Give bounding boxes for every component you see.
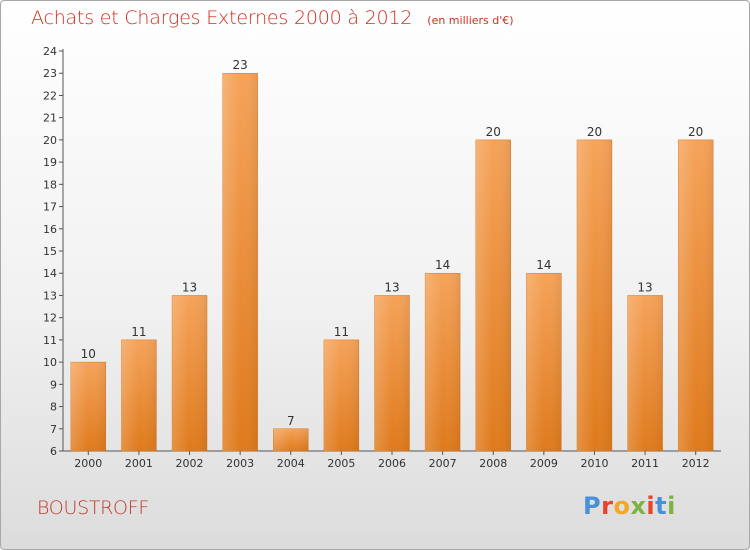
data-label: 7 [287, 414, 295, 428]
y-tick-label: 11 [43, 334, 57, 347]
x-tick-label: 2010 [580, 457, 608, 470]
data-label: 13 [637, 280, 652, 294]
x-tick-label: 2002 [176, 457, 204, 470]
proxiti-logo[interactable]: Proxiti [583, 492, 676, 520]
bar-sheen [323, 339, 359, 451]
data-label: 14 [435, 258, 450, 272]
data-label: 20 [688, 125, 703, 139]
bars [70, 72, 714, 452]
data-label: 11 [334, 325, 349, 339]
y-tick-label: 6 [50, 445, 57, 458]
x-tick-label: 2011 [631, 457, 659, 470]
data-label: 13 [384, 280, 399, 294]
y-tick-label: 7 [50, 423, 57, 436]
y-tick-label: 17 [43, 201, 57, 214]
x-tick-label: 2005 [327, 457, 355, 470]
logo-letter: r [601, 492, 614, 520]
bar-sheen [425, 273, 461, 451]
logo-letter: o [613, 492, 631, 520]
y-tick-label: 9 [50, 378, 57, 391]
data-label: 10 [81, 347, 96, 361]
y-tick-label: 10 [43, 356, 57, 369]
title-row: Achats et Charges Externes 2000 à 2012 (… [31, 7, 514, 29]
place-name: BOUSTROFF [37, 497, 149, 519]
bar-sheen [627, 295, 663, 451]
bar-sheen [526, 273, 562, 451]
data-label: 11 [131, 325, 146, 339]
x-tick-label: 2012 [682, 457, 710, 470]
x-tick-label: 2001 [125, 457, 153, 470]
bar-sheen [678, 139, 714, 451]
bar-sheen [70, 362, 106, 451]
bar-sheen [172, 295, 208, 451]
y-tick-label: 16 [43, 223, 57, 236]
y-tick-label: 12 [43, 312, 57, 325]
data-label: 23 [233, 58, 248, 72]
logo-letter: t [655, 492, 668, 520]
y-tick-label: 22 [43, 89, 57, 102]
data-label: 13 [182, 280, 197, 294]
x-tick-label: 2009 [530, 457, 558, 470]
unit-note: (en milliers d'€) [427, 14, 514, 27]
bar-sheen [222, 73, 258, 451]
logo-letter: i [667, 492, 676, 520]
bar-sheen [374, 295, 410, 451]
data-label: 20 [486, 125, 501, 139]
x-tick-label: 2008 [479, 457, 507, 470]
y-tick-label: 18 [43, 178, 57, 191]
x-tick-label: 2006 [378, 457, 406, 470]
data-label: 14 [536, 258, 551, 272]
y-tick-label: 15 [43, 245, 57, 258]
bar-sheen [121, 339, 157, 451]
x-tick-label: 2007 [429, 457, 457, 470]
data-label: 20 [587, 125, 602, 139]
x-tick-label: 2000 [74, 457, 102, 470]
x-tick-label: 2004 [277, 457, 305, 470]
y-tick-label: 24 [43, 45, 57, 58]
y-tick-label: 8 [50, 401, 57, 414]
logo-letter: P [583, 492, 602, 520]
y-tick-label: 23 [43, 67, 57, 80]
logo-letter: x [630, 492, 647, 520]
bar-sheen [576, 139, 612, 451]
y-tick-label: 20 [43, 134, 57, 147]
y-tick-label: 21 [43, 112, 57, 125]
logo-letter: i [646, 492, 656, 520]
y-tick-label: 14 [43, 267, 57, 280]
y-tick-label: 19 [43, 156, 57, 169]
y-tick-label: 13 [43, 289, 57, 302]
chart-title: Achats et Charges Externes 2000 à 2012 [31, 7, 413, 29]
bar-sheen [475, 139, 511, 451]
data-labels: 10 11 13 23 7 11 13 14 20 14 20 13 20 [81, 58, 704, 428]
bar-sheen [273, 428, 309, 451]
x-tick-label: 2003 [226, 457, 254, 470]
